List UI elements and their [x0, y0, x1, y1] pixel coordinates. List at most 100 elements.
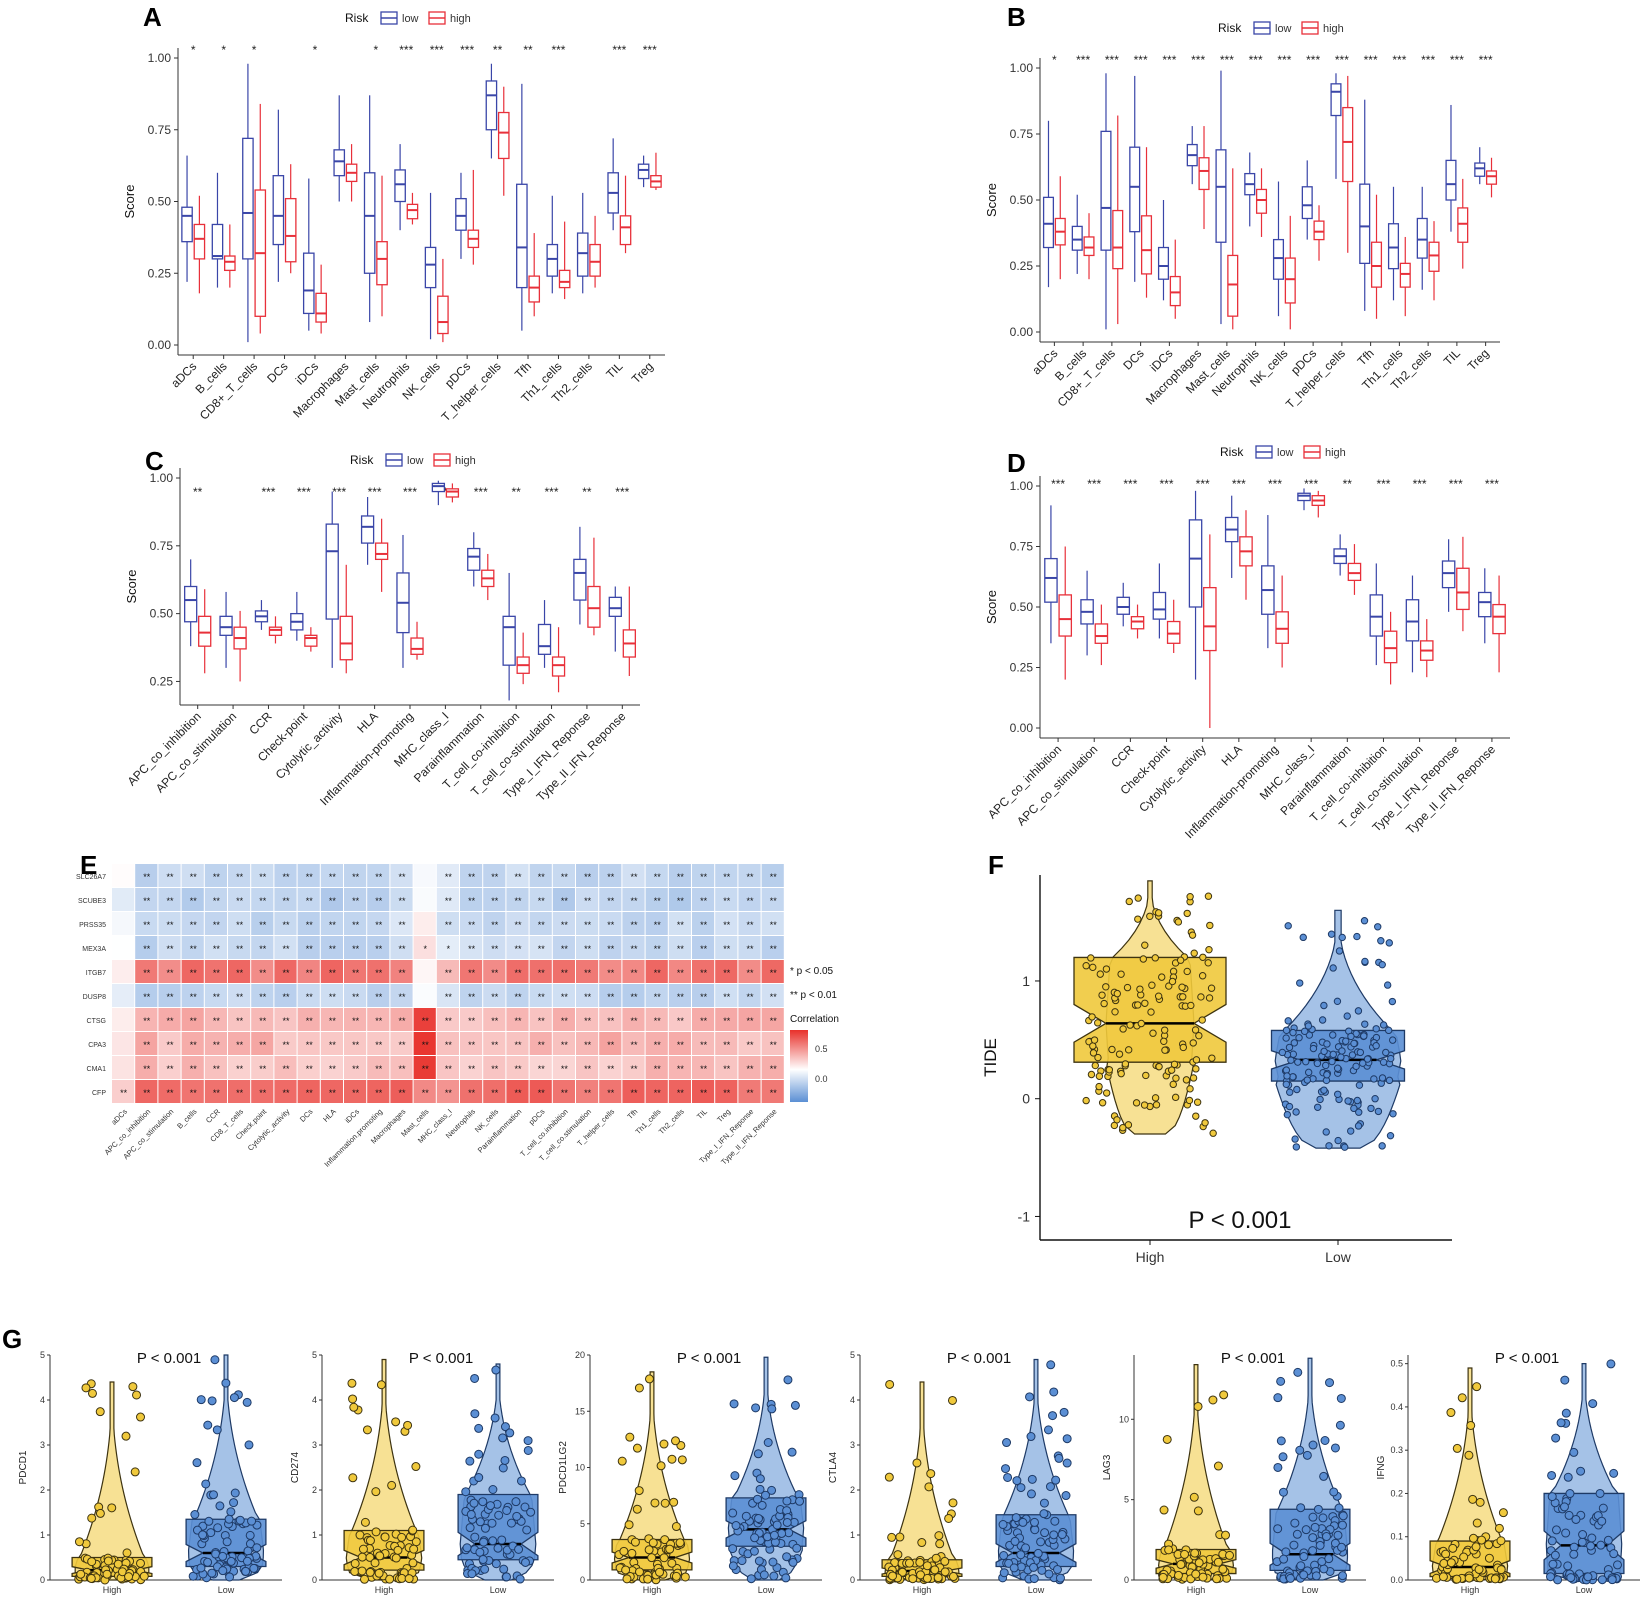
y-tick-label: 0.50: [1010, 600, 1034, 614]
data-point: [1199, 953, 1207, 961]
data-point: [1213, 1461, 1223, 1471]
heatmap-cell-star: **: [468, 872, 476, 882]
data-point: [461, 1487, 471, 1497]
significance-label: ***: [615, 485, 629, 499]
data-point: [1304, 1022, 1313, 1030]
data-point: [1278, 1048, 1287, 1057]
heatmap-cell: [413, 1080, 436, 1103]
data-point: [1496, 1565, 1506, 1575]
heatmap-cell-star: **: [166, 896, 174, 906]
data-point: [132, 1390, 142, 1400]
heatmap-cell-star: **: [700, 896, 708, 906]
data-point: [470, 1532, 480, 1542]
heatmap-cell: [552, 1008, 575, 1031]
data-point: [1335, 1420, 1345, 1430]
data-point: [1282, 1026, 1291, 1034]
data-point: [225, 1572, 235, 1582]
heatmap-cell-star: **: [445, 968, 453, 978]
significance-label: ***: [1449, 477, 1463, 491]
data-point: [1299, 1552, 1309, 1562]
heatmap-cell-star: **: [282, 872, 290, 882]
box-low: [1044, 557, 1058, 603]
heatmap-row-label: CPA3: [88, 1042, 106, 1049]
heatmap-cell-star: **: [654, 1016, 662, 1026]
data-point: [135, 1558, 145, 1568]
heatmap-cell: [158, 984, 181, 1007]
heatmap-cell: [158, 936, 181, 959]
data-point: [1334, 1090, 1342, 1098]
heatmap-cell-star: **: [538, 896, 546, 906]
heatmap-cell-star: **: [306, 1016, 314, 1026]
heatmap-cell-star: **: [514, 920, 522, 930]
heatmap-cell: [367, 864, 390, 887]
significance-label: ***: [1268, 477, 1282, 491]
data-point: [665, 1544, 675, 1554]
heatmap-col-label: Tfh: [625, 1107, 639, 1121]
data-point: [1358, 1059, 1367, 1067]
data-point: [462, 1543, 472, 1553]
heatmap-cell: [344, 864, 367, 887]
box-low: [1116, 596, 1131, 615]
y-tick-label: 0.50: [150, 607, 174, 621]
heatmap-cell-star: **: [422, 1088, 430, 1098]
data-point: [1303, 1076, 1311, 1084]
significance-label: ***: [1134, 53, 1148, 67]
y-tick-label: 1.00: [1010, 479, 1034, 493]
heatmap-cell-star: **: [375, 1064, 383, 1074]
data-point: [1190, 1548, 1200, 1558]
data-point: [500, 1422, 510, 1432]
data-point: [1333, 997, 1342, 1006]
data-point: [107, 1503, 117, 1513]
heatmap-cell: [204, 1008, 227, 1031]
heatmap-cell: [390, 960, 413, 983]
heatmap-cell-star: **: [607, 1016, 615, 1026]
heatmap-cell-star: **: [607, 920, 615, 930]
data-point: [1102, 983, 1110, 991]
heatmap-cell: [436, 1008, 459, 1031]
data-point: [1102, 1089, 1111, 1097]
heatmap-cell: [715, 1032, 738, 1055]
heatmap-cell: [715, 1056, 738, 1079]
data-point: [1037, 1565, 1047, 1575]
box-low: [272, 175, 285, 246]
heatmap-cell-star: **: [282, 944, 290, 954]
data-point: [1446, 1408, 1456, 1418]
data-point: [488, 1484, 498, 1494]
heatmap-colorbar: [790, 1030, 808, 1102]
heatmap-cell-star: **: [352, 1040, 360, 1050]
heatmap-cell: [181, 888, 204, 911]
data-point: [1169, 1080, 1177, 1089]
data-point: [1050, 1516, 1060, 1526]
data-point: [1334, 1503, 1344, 1513]
box-low: [576, 232, 589, 277]
heatmap-cell: [529, 960, 552, 983]
data-point: [667, 1454, 677, 1464]
data-point: [467, 1569, 477, 1579]
data-point: [1384, 1026, 1393, 1035]
y-tick-label: 0.1: [1390, 1532, 1403, 1542]
heatmap-cell: [181, 960, 204, 983]
heatmap-cell: [367, 912, 390, 935]
data-point: [912, 1458, 922, 1468]
heatmap-cell-star: **: [236, 872, 244, 882]
heatmap-cell-star: **: [306, 920, 314, 930]
data-point: [526, 1507, 536, 1517]
heatmap-cell-star: **: [352, 968, 360, 978]
data-point: [1338, 1047, 1346, 1055]
heatmap-cell: [506, 1056, 529, 1079]
box-low: [1152, 591, 1167, 620]
data-point: [660, 1535, 670, 1545]
significance-label: ***: [1392, 53, 1406, 67]
data-point: [1089, 1042, 1097, 1050]
heatmap-cell: [320, 1056, 343, 1079]
data-point: [1308, 1440, 1318, 1450]
heatmap-cell: [622, 1032, 645, 1055]
box-high: [315, 292, 327, 323]
data-point: [1051, 1475, 1061, 1485]
box-high: [374, 542, 389, 561]
data-point: [1185, 1096, 1194, 1105]
data-point: [1596, 1540, 1606, 1550]
data-point: [1016, 1562, 1026, 1572]
heatmap-cell: [251, 1080, 274, 1103]
data-point: [385, 1574, 395, 1584]
